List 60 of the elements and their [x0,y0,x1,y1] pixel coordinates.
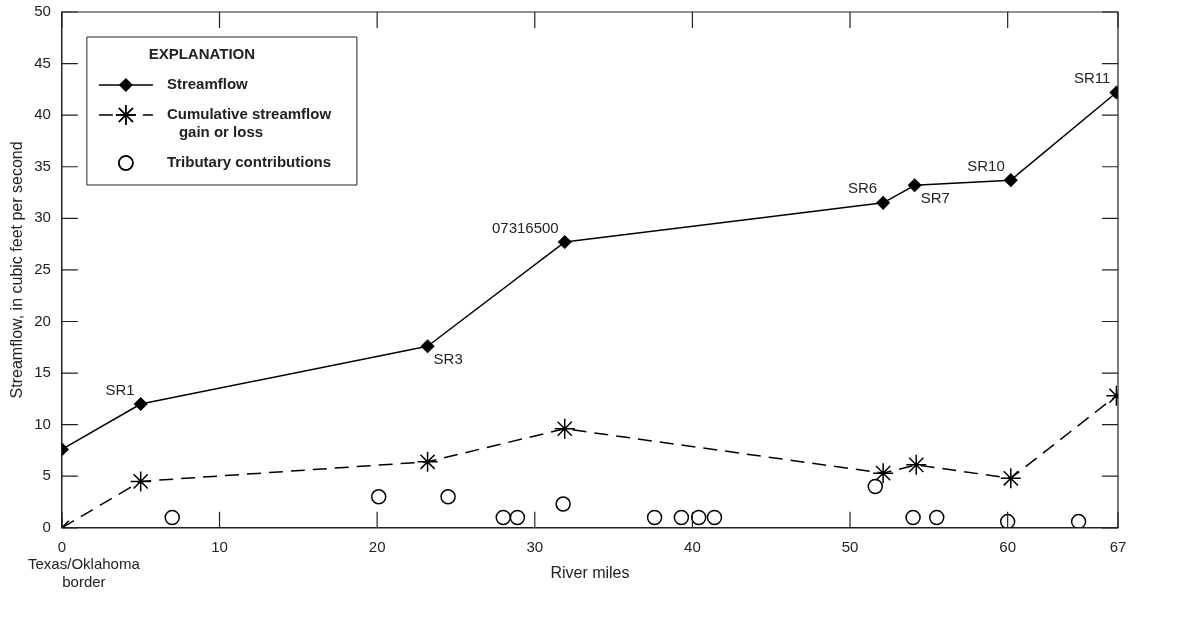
point [129,470,152,493]
point [872,462,894,484]
point [907,178,922,193]
point [440,489,456,505]
point [690,509,707,526]
x-tick-label: 0 [57,537,67,555]
point [673,509,690,526]
y-tick-label: 50 [34,2,51,20]
annotation: SR1 [105,380,135,398]
annotation: SR3 [433,349,463,367]
x-axis-title: River miles [550,563,630,581]
point [999,513,1016,528]
point [905,509,921,526]
x-tick-label: 40 [684,537,701,555]
annotation: SR11 [1074,69,1111,87]
y-tick-label: 25 [34,260,51,278]
x-tick-label: 67 [1109,537,1127,555]
legend-label: Tributary contributions [166,153,332,171]
y-axis-title: Streamflow, in cubic feet per second [8,141,26,399]
x-tick-label: 50 [841,537,859,555]
x-tick-label: 20 [368,537,386,555]
point [706,509,723,526]
x-tick-label: 30 [526,537,544,555]
annotation: 07316500 [491,218,559,236]
point [133,397,148,411]
point [1004,173,1018,187]
point [164,509,180,526]
y-tick-label: 15 [34,363,51,381]
point [553,418,576,440]
point [370,489,387,505]
legend-label: Streamflow [166,75,249,93]
point [555,496,571,512]
point [905,454,927,476]
point [876,196,890,210]
annotation: SR10 [967,156,1005,174]
y-tick-label: 5 [42,466,51,484]
point [1000,467,1022,490]
y-tick-label: 10 [34,414,51,432]
point [1070,513,1087,528]
y-tick-label: 35 [34,156,51,174]
point [509,509,526,526]
x-tick-label: 10 [211,537,228,555]
annotation: SR6 [847,179,878,197]
y-tick-label: 40 [34,105,51,123]
legend-label: Cumulative streamflow gain or loss [166,105,332,141]
legend-title: EXPLANATION [148,45,256,63]
x-tick-label: 60 [999,537,1016,555]
y-tick-label: 45 [34,53,51,71]
point [928,509,945,526]
point [646,509,663,526]
text: Texas/Oklahoma border [28,555,141,591]
point [867,478,883,495]
y-tick-label: 0 [42,517,51,535]
y-tick-label: 30 [34,208,51,226]
annotation: SR7 [920,188,950,206]
point [416,451,439,473]
y-tick-label: 20 [34,311,51,329]
point [495,509,511,526]
point [557,235,572,249]
point [420,339,435,353]
